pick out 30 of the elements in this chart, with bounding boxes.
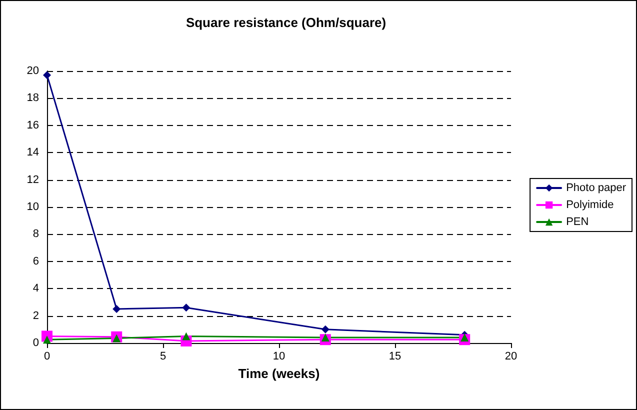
point xyxy=(182,304,190,312)
y-tick-label: 6 xyxy=(32,255,39,268)
x-tick-label: 10 xyxy=(272,350,286,362)
point xyxy=(112,305,121,313)
legend-label: Polyimide xyxy=(566,199,614,211)
x-tick-label: 20 xyxy=(504,350,518,362)
x-tick-label: 15 xyxy=(388,350,402,362)
point xyxy=(321,325,330,334)
point xyxy=(43,336,51,344)
y-tick-label: 20 xyxy=(26,65,39,77)
y-tick-label: 18 xyxy=(26,92,39,104)
point xyxy=(321,334,330,342)
y-tick-label: 8 xyxy=(32,228,39,240)
point xyxy=(182,332,190,340)
y-tick-label: 0 xyxy=(32,337,39,349)
y-tick-label: 4 xyxy=(32,282,39,295)
y-tick-label: 10 xyxy=(26,201,39,213)
y-tick-label: 14 xyxy=(26,146,39,159)
y-tick-label: 16 xyxy=(26,119,39,132)
y-tick-label: 12 xyxy=(26,174,39,186)
legend-label: PEN xyxy=(566,216,589,228)
x-tick-label: 0 xyxy=(44,350,50,362)
point xyxy=(460,334,469,342)
y-tick-label: 2 xyxy=(32,310,39,322)
legend-label: Photo paper xyxy=(566,182,626,194)
chart-title: Square resistance (Ohm/square) xyxy=(186,15,386,30)
point xyxy=(43,71,51,80)
x-axis-title: Time (weeks) xyxy=(238,366,320,381)
point xyxy=(112,334,121,342)
x-tick-label: 5 xyxy=(160,350,166,362)
